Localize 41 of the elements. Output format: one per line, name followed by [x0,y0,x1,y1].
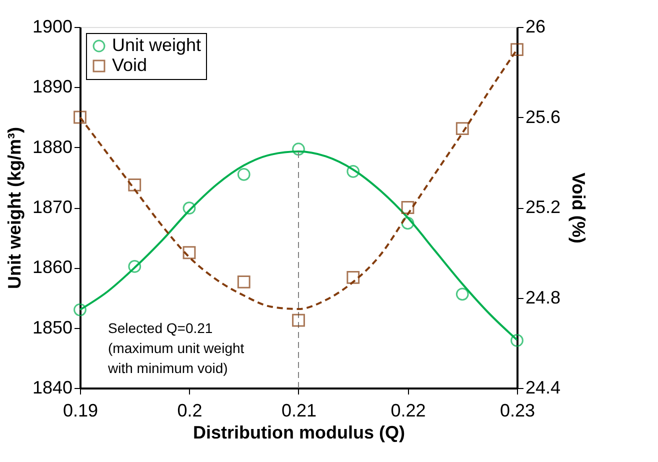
point [346,270,360,284]
point [401,216,414,230]
point [510,43,524,56]
annotation: Selected Q=0.21 (maximum unit weight with minimum void) [107,320,244,376]
point [237,168,250,181]
y-axis-title: Unit weight (kg/m³) [4,127,24,289]
x-tick-label: 0.21 [281,400,317,420]
point [128,178,142,192]
point [401,201,414,214]
y2-tick-label: 25.2 [526,197,561,217]
x-tick-label: 0.22 [390,400,426,420]
point [74,303,86,316]
y2-axis-title: Void (%) [568,172,589,244]
point [456,288,469,301]
point [182,246,196,260]
legend-label: Unit weight [112,35,202,55]
point [128,260,142,273]
point [74,110,86,124]
point [237,276,250,288]
point [182,202,196,215]
x-tick-label: 0.19 [62,400,98,420]
x-tick-label: 0.2 [177,400,202,420]
point [292,142,305,156]
y-tick-label: 1880 [32,136,72,157]
legend-label: Void [112,55,148,75]
point [346,164,360,178]
y-tick-label: 1840 [32,378,72,398]
x-axis-title: Distribution modulus (Q) [193,422,405,442]
point [510,334,524,347]
y-tick-label: 1870 [32,197,72,217]
y-tick-label: 1900 [32,16,72,36]
y2-tick-label: 26 [526,16,546,36]
point [292,314,305,327]
y2-tick-label: 24.4 [526,378,561,398]
y2-tick-label: 25.6 [526,106,561,127]
y-tick-label: 1850 [32,317,72,338]
y-tick-label: 1860 [32,257,72,278]
y-tick-label: 1890 [32,76,72,97]
y2-tick-label: 24.8 [526,287,561,308]
point [456,122,469,135]
x-tick-label: 0.23 [500,400,536,420]
